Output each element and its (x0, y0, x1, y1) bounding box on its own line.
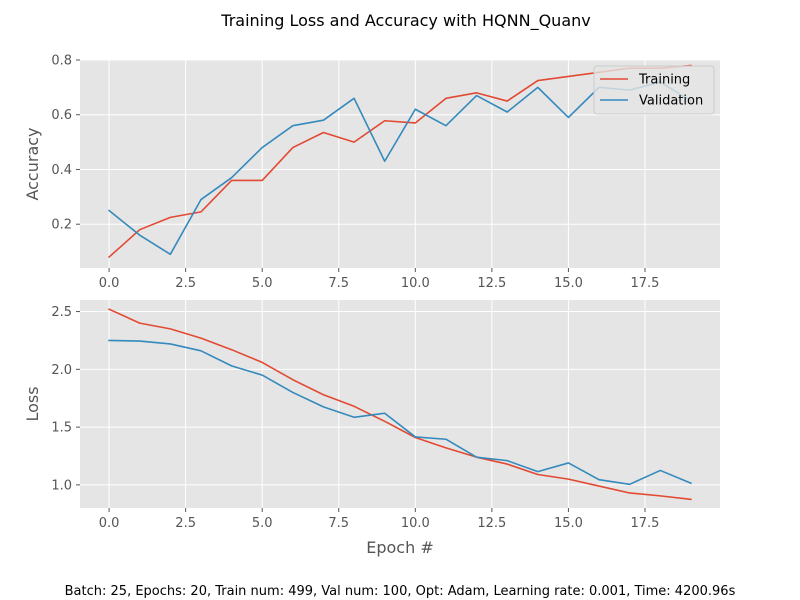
accuracy-y-tick-label: 0.8 (51, 54, 72, 69)
loss-x-tick-label: 15.0 (554, 516, 583, 531)
loss-plot-area (80, 300, 720, 508)
accuracy-y-tick-label: 0.2 (51, 218, 72, 233)
accuracy-y-axis-label: Accuracy (23, 127, 42, 200)
accuracy-x-tick-label: 12.5 (477, 276, 506, 291)
accuracy-x-tick-label: 2.5 (175, 276, 196, 291)
accuracy-x-tick-label: 15.0 (554, 276, 583, 291)
run-info-footer: Batch: 25, Epochs: 20, Train num: 499, V… (65, 584, 736, 599)
accuracy-x-tick-label: 5.0 (252, 276, 273, 291)
loss-panel: 0.0 2.5 5.0 7.5 10.0 12.5 15.0 17.5 1.0 1.5 2.0 2.5… (23, 300, 720, 557)
loss-training-line (108, 308, 692, 501)
accuracy-x-tick-label: 0.0 (99, 276, 120, 291)
loss-y-axis-label: Loss (23, 386, 42, 421)
accuracy-x-tick-label: 10.0 (401, 276, 430, 291)
legend-label-training: Training (638, 73, 690, 88)
accuracy-x-tick-label: 7.5 (328, 276, 349, 291)
loss-x-tick-label: 12.5 (477, 516, 506, 531)
loss-x-tick-label: 17.5 (630, 516, 659, 531)
figure-title: Training Loss and Accuracy with HQNN_Qua… (220, 11, 590, 31)
loss-x-tick-label: 10.0 (401, 516, 430, 531)
loss-x-axis-label: Epoch # (366, 538, 433, 557)
accuracy-legend (593, 65, 715, 115)
loss-y-tick-label: 1.5 (51, 421, 72, 436)
loss-y-tick-label: 1.0 (51, 478, 72, 493)
loss-x-tick-label: 0.0 (99, 516, 120, 531)
legend-label-validation: Validation (639, 94, 703, 109)
loss-x-tick-label: 7.5 (328, 516, 349, 531)
accuracy-y-tick-label: 0.4 (51, 163, 72, 178)
loss-x-tick-label: 5.0 (252, 516, 273, 531)
accuracy-panel: 0.0 2.5 5.0 7.5 10.0 12.5 15.0 17.5 0.2 0.4 0.6 0.8… (23, 54, 720, 291)
accuracy-y-tick-label: 0.6 (51, 108, 72, 123)
accuracy-x-tick-label: 17.5 (630, 276, 659, 291)
loss-y-tick-label: 2.0 (51, 363, 72, 378)
loss-y-tick-label: 2.5 (51, 305, 72, 320)
loss-validation-line (108, 339, 692, 486)
loss-x-tick-label: 2.5 (175, 516, 196, 531)
